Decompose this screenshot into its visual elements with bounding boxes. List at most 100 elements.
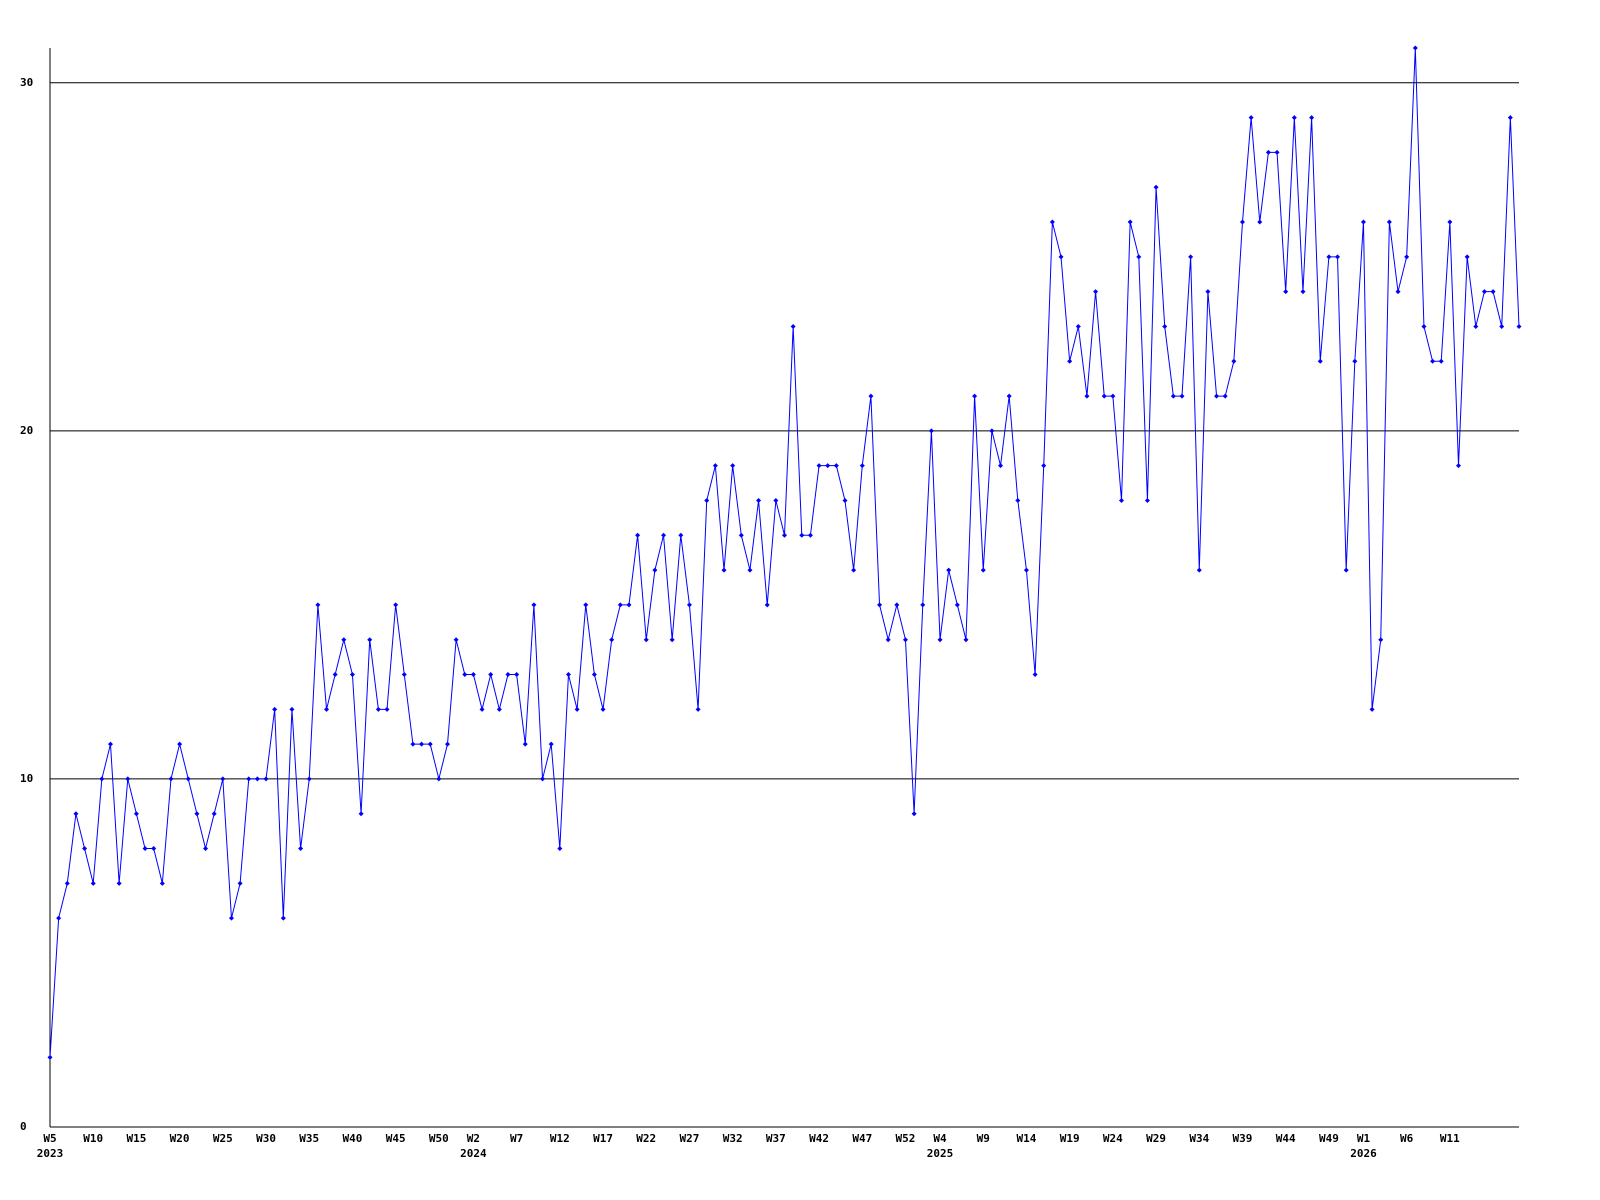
data-point bbox=[695, 706, 701, 712]
data-point bbox=[1369, 706, 1375, 712]
data-point bbox=[1248, 115, 1254, 121]
data-point bbox=[704, 497, 710, 503]
data-point bbox=[1447, 219, 1453, 225]
x-tick-label: W44 bbox=[1276, 1132, 1296, 1145]
data-point bbox=[1300, 289, 1306, 295]
data-point bbox=[64, 880, 70, 886]
data-point bbox=[254, 776, 260, 782]
x-tick-label: W52 bbox=[896, 1132, 916, 1145]
data-point bbox=[1041, 463, 1047, 469]
data-point bbox=[756, 497, 762, 503]
data-point bbox=[1438, 358, 1444, 364]
y-tick-label: 20 bbox=[20, 424, 33, 437]
data-point bbox=[1127, 219, 1133, 225]
data-point bbox=[583, 602, 589, 608]
data-point bbox=[764, 602, 770, 608]
data-point bbox=[1404, 254, 1410, 260]
data-point bbox=[185, 776, 191, 782]
data-point bbox=[712, 463, 718, 469]
y-tick-label: 10 bbox=[20, 772, 33, 785]
data-point bbox=[358, 811, 364, 817]
data-point bbox=[833, 463, 839, 469]
data-point bbox=[1170, 393, 1176, 399]
data-point bbox=[125, 776, 131, 782]
x-tick-label: W45 bbox=[386, 1132, 406, 1145]
data-point bbox=[211, 811, 217, 817]
data-point bbox=[1490, 289, 1496, 295]
data-point bbox=[177, 741, 183, 747]
x-tick-label: W4 bbox=[933, 1132, 947, 1145]
data-point bbox=[617, 602, 623, 608]
x-tick-label: W49 bbox=[1319, 1132, 1339, 1145]
data-point bbox=[1179, 393, 1185, 399]
data-point bbox=[479, 706, 485, 712]
data-point bbox=[1188, 254, 1194, 260]
data-point bbox=[1144, 497, 1150, 503]
data-point bbox=[1265, 149, 1271, 155]
data-point bbox=[678, 532, 684, 538]
data-point bbox=[1421, 323, 1427, 329]
data-point bbox=[721, 567, 727, 573]
data-point bbox=[1516, 323, 1522, 329]
data-point bbox=[1196, 567, 1202, 573]
data-point bbox=[1153, 184, 1159, 190]
data-point bbox=[246, 776, 252, 782]
data-point bbox=[1274, 149, 1280, 155]
x-tick-label: W37 bbox=[766, 1132, 786, 1145]
data-point bbox=[998, 463, 1004, 469]
data-point bbox=[635, 532, 641, 538]
x-tick-label: W12 bbox=[550, 1132, 570, 1145]
data-point bbox=[799, 532, 805, 538]
data-point bbox=[444, 741, 450, 747]
data-point bbox=[963, 637, 969, 643]
data-point bbox=[1058, 254, 1064, 260]
data-point bbox=[894, 602, 900, 608]
data-point bbox=[1499, 323, 1505, 329]
x-tick-label: W40 bbox=[343, 1132, 363, 1145]
x-tick-label: W39 bbox=[1233, 1132, 1253, 1145]
data-point bbox=[237, 880, 243, 886]
data-point bbox=[1352, 358, 1358, 364]
x-tick-label: W50 bbox=[429, 1132, 449, 1145]
x-tick-label: W2 bbox=[467, 1132, 480, 1145]
x-tick-label: W24 bbox=[1103, 1132, 1123, 1145]
data-point bbox=[652, 567, 658, 573]
data-point bbox=[367, 637, 373, 643]
data-point bbox=[902, 637, 908, 643]
data-point bbox=[514, 672, 520, 678]
data-point bbox=[298, 846, 304, 852]
data-point bbox=[306, 776, 312, 782]
data-point bbox=[116, 880, 122, 886]
data-point bbox=[159, 880, 165, 886]
data-point bbox=[1110, 393, 1116, 399]
data-point bbox=[1378, 637, 1384, 643]
data-point bbox=[661, 532, 667, 538]
data-point bbox=[324, 706, 330, 712]
data-point bbox=[1386, 219, 1392, 225]
data-point bbox=[1222, 393, 1228, 399]
x-tick-label: W47 bbox=[852, 1132, 872, 1145]
data-point bbox=[289, 706, 295, 712]
x-tick-label: W14 bbox=[1017, 1132, 1037, 1145]
x-year-label: 2023 bbox=[37, 1147, 64, 1160]
data-point bbox=[1231, 358, 1237, 364]
data-point bbox=[1309, 115, 1315, 121]
data-point bbox=[773, 497, 779, 503]
x-year-label: 2025 bbox=[927, 1147, 954, 1160]
data-point bbox=[1291, 115, 1297, 121]
y-tick-label: 0 bbox=[20, 1120, 27, 1133]
data-point bbox=[401, 672, 407, 678]
data-point bbox=[1015, 497, 1021, 503]
data-point bbox=[989, 428, 995, 434]
x-tick-label: W11 bbox=[1440, 1132, 1460, 1145]
data-point bbox=[1214, 393, 1220, 399]
data-point bbox=[609, 637, 615, 643]
data-point bbox=[1136, 254, 1142, 260]
data-point bbox=[151, 846, 157, 852]
data-point bbox=[133, 811, 139, 817]
data-point bbox=[427, 741, 433, 747]
data-point bbox=[540, 776, 546, 782]
data-point bbox=[911, 811, 917, 817]
data-point bbox=[436, 776, 442, 782]
data-point bbox=[1023, 567, 1029, 573]
